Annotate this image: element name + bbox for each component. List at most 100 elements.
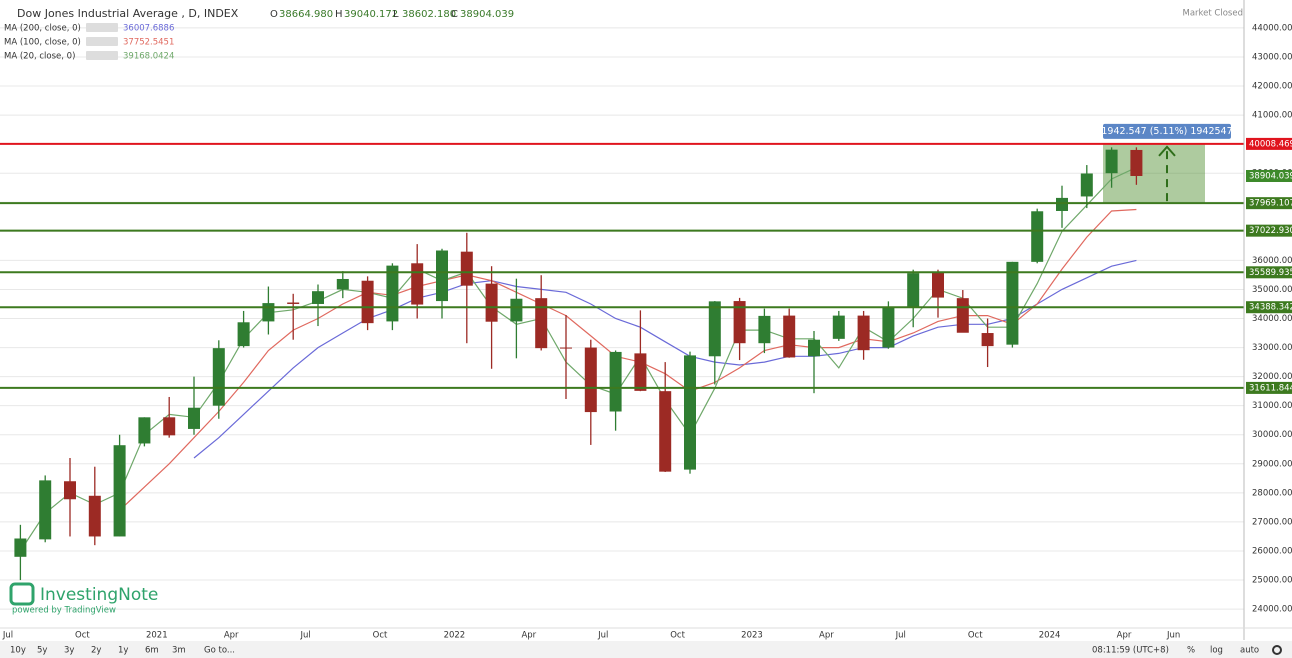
candle-body — [808, 339, 820, 357]
level-tag — [1246, 137, 1292, 150]
x-tick-label: Oct — [968, 631, 983, 641]
level-tag — [1246, 381, 1292, 394]
range-button[interactable]: 10y — [10, 646, 26, 656]
measure-box — [1103, 143, 1205, 204]
candle-body — [188, 407, 200, 429]
measure-label: 1942.547 (5.11%) 1942547 — [1101, 126, 1232, 137]
level-label: 37022.930 — [1249, 226, 1292, 236]
candle-body — [609, 351, 622, 412]
range-button[interactable]: 5y — [37, 646, 47, 656]
ohlc-key: L — [393, 9, 399, 20]
candle-body — [312, 291, 324, 304]
candle-body — [956, 298, 969, 333]
legend-icons[interactable] — [86, 51, 118, 60]
candle-body — [659, 391, 672, 472]
x-tick-label: Apr — [1117, 631, 1132, 641]
y-tick-label: 34000.000 — [1252, 314, 1292, 324]
candle-body — [535, 298, 548, 349]
y-tick-label: 42000.000 — [1252, 82, 1292, 92]
goto-button[interactable]: Go to... — [204, 646, 235, 656]
candle-body — [138, 417, 151, 444]
y-tick-label: 29000.000 — [1252, 459, 1292, 469]
y-tick-label: 25000.000 — [1252, 576, 1292, 586]
x-tick-label: Oct — [670, 631, 685, 641]
candle-body — [857, 315, 870, 351]
ohlc-value: 38904.039 — [460, 9, 514, 20]
candle-body — [832, 315, 845, 339]
candle-body — [981, 333, 994, 347]
candle-body — [758, 315, 771, 344]
candle-body — [163, 417, 176, 436]
ohlc-value: 38602.180 — [402, 9, 456, 20]
candle-body — [783, 315, 796, 358]
legend-value: 39168.0424 — [123, 52, 174, 62]
x-tick-label: Jul — [895, 631, 906, 641]
legend-icons[interactable] — [86, 23, 118, 32]
y-tick-label: 30000.000 — [1252, 430, 1292, 440]
option-button[interactable]: log — [1210, 646, 1223, 656]
level-label: 34388.342 — [1249, 303, 1292, 313]
level-label: 40008.469 — [1249, 139, 1292, 149]
x-tick-label: Apr — [819, 631, 834, 641]
level-label: 35589.935 — [1249, 268, 1292, 278]
ohlc-key: H — [335, 9, 343, 20]
x-tick-label: Oct — [75, 631, 90, 641]
x-tick-label: 2024 — [1039, 631, 1061, 641]
legend-name: MA (100, close, 0) — [4, 38, 81, 48]
range-button[interactable]: 6m — [145, 646, 159, 656]
candle-body — [708, 301, 721, 357]
candle-body — [1080, 173, 1093, 197]
range-button[interactable]: 2y — [91, 646, 101, 656]
candle-body — [485, 283, 498, 322]
ma-line — [19, 166, 1137, 552]
candle-body — [932, 272, 944, 298]
candle-body — [262, 303, 275, 322]
y-tick-label: 33000.000 — [1252, 343, 1292, 353]
level-label: 31611.844 — [1249, 383, 1292, 393]
level-tag — [1246, 224, 1292, 237]
measure-label-bg — [1103, 123, 1231, 139]
candle-body — [460, 251, 473, 286]
y-tick-label: 35000.000 — [1252, 285, 1292, 295]
candle-body — [684, 355, 696, 470]
level-tag — [1246, 301, 1292, 314]
candle-body — [212, 348, 225, 406]
range-button[interactable]: 3m — [172, 646, 186, 656]
candle-body — [510, 298, 523, 322]
candle-body — [14, 538, 27, 557]
x-tick-label: 2023 — [741, 631, 763, 641]
measure-arrowhead — [1158, 145, 1176, 157]
settings-button[interactable] — [1272, 645, 1282, 655]
x-tick-label: Apr — [521, 631, 536, 641]
legend-value: 37752.5451 — [123, 38, 174, 48]
option-button[interactable]: % — [1187, 646, 1195, 656]
candle-body — [1031, 211, 1044, 262]
option-button[interactable]: auto — [1240, 646, 1259, 656]
chart-title: Dow Jones Industrial Average , D, INDEX — [17, 7, 239, 20]
candle-body — [237, 322, 250, 347]
candle-body — [64, 481, 76, 500]
clock: 08:11:59 (UTC+8) — [1092, 646, 1169, 656]
candle-body — [882, 306, 895, 348]
candle-body — [287, 302, 300, 304]
market-status: Market Closed — [1183, 9, 1243, 19]
candle-body — [386, 265, 399, 322]
candle-body — [634, 353, 647, 391]
legend-value: 36007.6886 — [123, 24, 174, 34]
y-tick-label: 27000.000 — [1252, 517, 1292, 527]
toolbar — [0, 641, 1292, 658]
candle-body — [733, 301, 746, 344]
logo-icon — [9, 582, 35, 606]
x-tick-label: Apr — [224, 631, 239, 641]
candle-body — [39, 480, 52, 540]
y-tick-label: 24000.000 — [1252, 605, 1292, 615]
level-tag — [1246, 266, 1292, 279]
range-button[interactable]: 3y — [64, 646, 74, 656]
range-button[interactable]: 1y — [118, 646, 128, 656]
candle-body — [113, 445, 126, 537]
x-tick-label: 2022 — [444, 631, 466, 641]
legend-icons[interactable] — [86, 37, 118, 46]
y-tick-label: 44000.000 — [1252, 23, 1292, 33]
